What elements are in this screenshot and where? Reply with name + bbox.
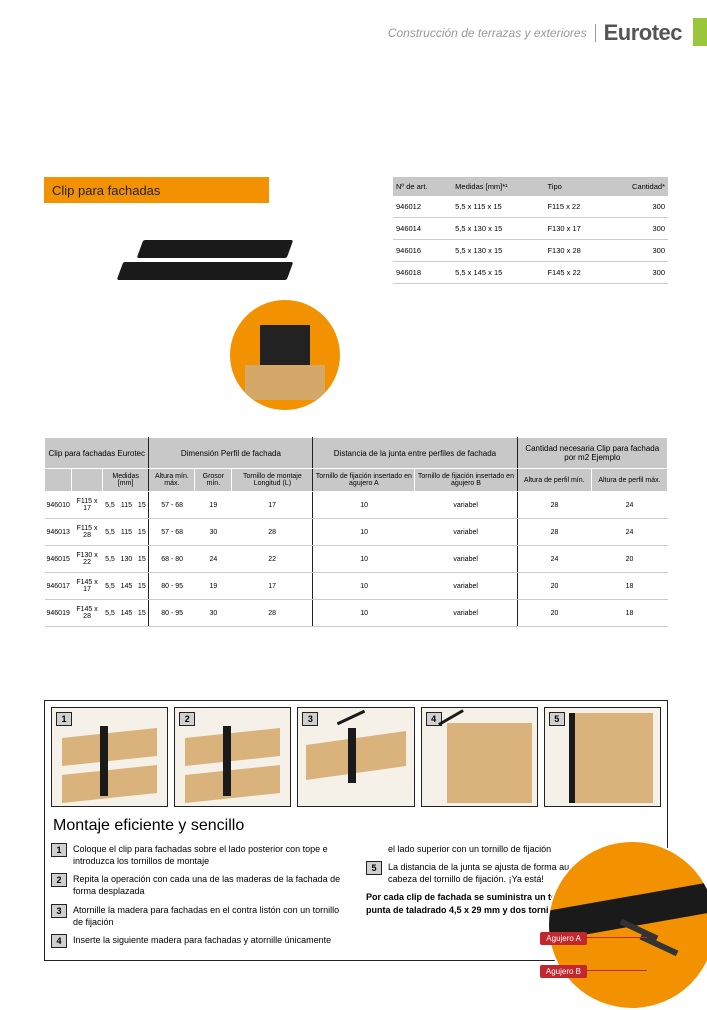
step-image-4: 4 [421, 707, 538, 807]
table-row: 9460125,5 x 115 x 15F115 x 22300 [393, 196, 668, 218]
label-agujero-b: Agujero B [540, 965, 587, 978]
header-category: Construcción de terrazas y exteriores [388, 26, 587, 40]
table-row: 9460165,5 x 130 x 15F130 x 28300 [393, 240, 668, 262]
step-images-row: 1 2 3 4 5 [51, 707, 661, 807]
col-cantidad: Cantidad* [607, 177, 668, 196]
step-num-5: 5 [366, 861, 382, 875]
group-cantidad: Cantidad necesaria Clip para fachada por… [517, 438, 667, 469]
step-image-2: 2 [174, 707, 291, 807]
spec-table: Clip para fachadas Eurotec Dimensión Per… [44, 437, 668, 627]
detail-circle-top [230, 300, 340, 410]
product-image [100, 230, 320, 300]
step-text-3: Atornille la madera para fachadas en el … [73, 904, 346, 928]
label-agujero-a: Agujero A [540, 932, 587, 945]
step-text-2: Repita la operación con cada una de las … [73, 873, 346, 897]
group-dimension: Dimensión Perfil de fachada [149, 438, 313, 469]
article-table: Nº de art. Medidas [mm]*¹ Tipo Cantidad*… [393, 177, 668, 284]
section-title: Clip para fachadas [52, 183, 160, 198]
step-text-4: Inserte la siguiente madera para fachada… [73, 934, 346, 948]
col-tipo: Tipo [544, 177, 606, 196]
section-title-bar: Clip para fachadas [44, 177, 269, 203]
table-row: 946010F115 x 175,51151557 - 68191710vari… [45, 492, 668, 519]
step-text-1: Coloque el clip para fachadas sobre el l… [73, 843, 346, 867]
table-header-row: Nº de art. Medidas [mm]*¹ Tipo Cantidad* [393, 177, 668, 196]
page-accent-tab [693, 18, 707, 46]
col-art: Nº de art. [393, 177, 452, 196]
brand-logo: Eurotec [604, 20, 682, 46]
table-row: 9460185,5 x 145 x 15F145 x 22300 [393, 262, 668, 284]
page-header: Construcción de terrazas y exteriores Eu… [388, 20, 682, 46]
step-image-5: 5 [544, 707, 661, 807]
step-image-1: 1 [51, 707, 168, 807]
step-num-1: 1 [51, 843, 67, 857]
montage-title: Montaje eficiente y sencillo [53, 817, 661, 835]
table-sub-header-row: Medidas [mm] Altura mín. máx. Grosor mín… [45, 469, 668, 492]
table-group-header-row: Clip para fachadas Eurotec Dimensión Per… [45, 438, 668, 469]
group-distancia: Distancia de la junta entre perfiles de … [313, 438, 517, 469]
step-num-2: 2 [51, 873, 67, 887]
step-num-4: 4 [51, 934, 67, 948]
group-clip: Clip para fachadas Eurotec [45, 438, 149, 469]
step-num-3: 3 [51, 904, 67, 918]
step-image-3: 3 [297, 707, 414, 807]
table-row: 946013F115 x 285,51151557 - 68302810vari… [45, 519, 668, 546]
col-medidas: Medidas [mm]*¹ [452, 177, 544, 196]
table-row: 946015F130 x 225,51301568 - 80242210vari… [45, 546, 668, 573]
table-row: 946019F145 x 285,51451580 - 95302810vari… [45, 600, 668, 627]
table-row: 9460145,5 x 130 x 15F130 x 17300 [393, 218, 668, 240]
table-row: 946017F145 x 175,51451580 - 95191710vari… [45, 573, 668, 600]
header-separator [595, 24, 596, 42]
detail-circle-bottom [547, 840, 707, 1010]
